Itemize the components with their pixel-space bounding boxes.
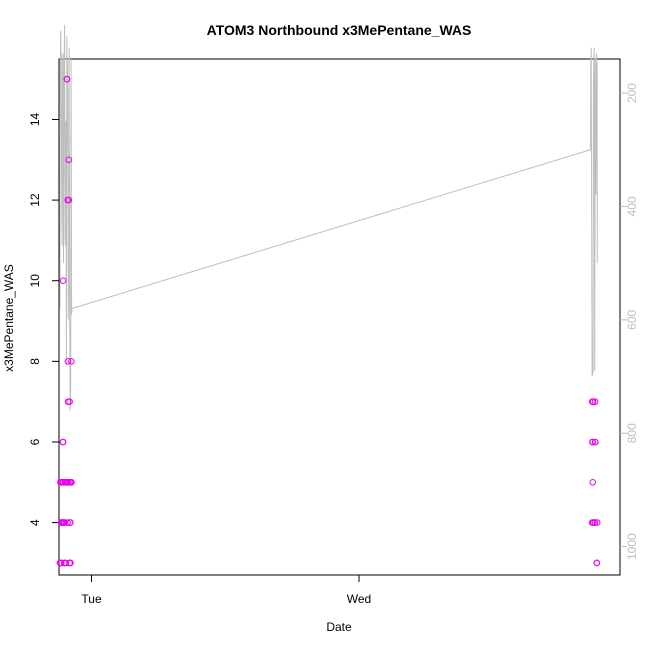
y-tick-label: 4	[28, 519, 42, 526]
x-axis: Tue Wed	[81, 575, 371, 606]
data-point	[59, 438, 67, 446]
x-tick-label: Wed	[347, 592, 371, 606]
data-point	[64, 519, 71, 526]
data-point	[63, 75, 71, 83]
y2-tick-label: 200	[625, 83, 639, 103]
data-point	[589, 398, 597, 406]
y-tick-label: 6	[28, 438, 42, 445]
data-point	[65, 196, 72, 204]
right-axis: 200 400 600 800 1000	[620, 83, 639, 560]
data-point	[68, 479, 75, 486]
data-point	[58, 559, 65, 567]
data-point	[68, 358, 75, 365]
data-point	[593, 559, 601, 567]
altitude-line	[59, 24, 598, 411]
y2-tick-label: 600	[625, 310, 639, 330]
x-axis-label: Date	[326, 620, 352, 634]
y-axis: 4 6 8 10 12 14	[28, 112, 59, 526]
plot-frame	[58, 58, 621, 576]
chart-title: ATOM3 Northbound x3MePentane_WAS	[207, 22, 472, 38]
data-point	[589, 479, 597, 486]
data-point	[589, 438, 597, 446]
y-axis-label: x3MePentane_WAS	[2, 264, 16, 372]
data-point	[64, 358, 72, 365]
data-point	[593, 519, 601, 526]
data-point	[67, 559, 74, 567]
series-points	[56, 75, 601, 567]
data-point	[591, 519, 599, 526]
y2-tick-label: 1000	[625, 533, 639, 560]
y-tick-label: 8	[28, 358, 42, 365]
data-point	[62, 559, 69, 567]
y2-tick-label: 800	[625, 423, 639, 443]
data-point	[591, 398, 599, 406]
data-point	[67, 519, 74, 526]
y-tick-label: 12	[28, 193, 42, 207]
data-point	[65, 156, 73, 164]
data-point	[592, 438, 599, 446]
x-tick-label: Tue	[81, 592, 102, 606]
y-tick-label: 10	[28, 274, 42, 288]
data-point	[59, 277, 67, 285]
data-point	[66, 398, 73, 406]
y2-tick-label: 400	[625, 196, 639, 216]
series-lines	[59, 24, 598, 411]
y-tick-label: 14	[28, 112, 42, 126]
